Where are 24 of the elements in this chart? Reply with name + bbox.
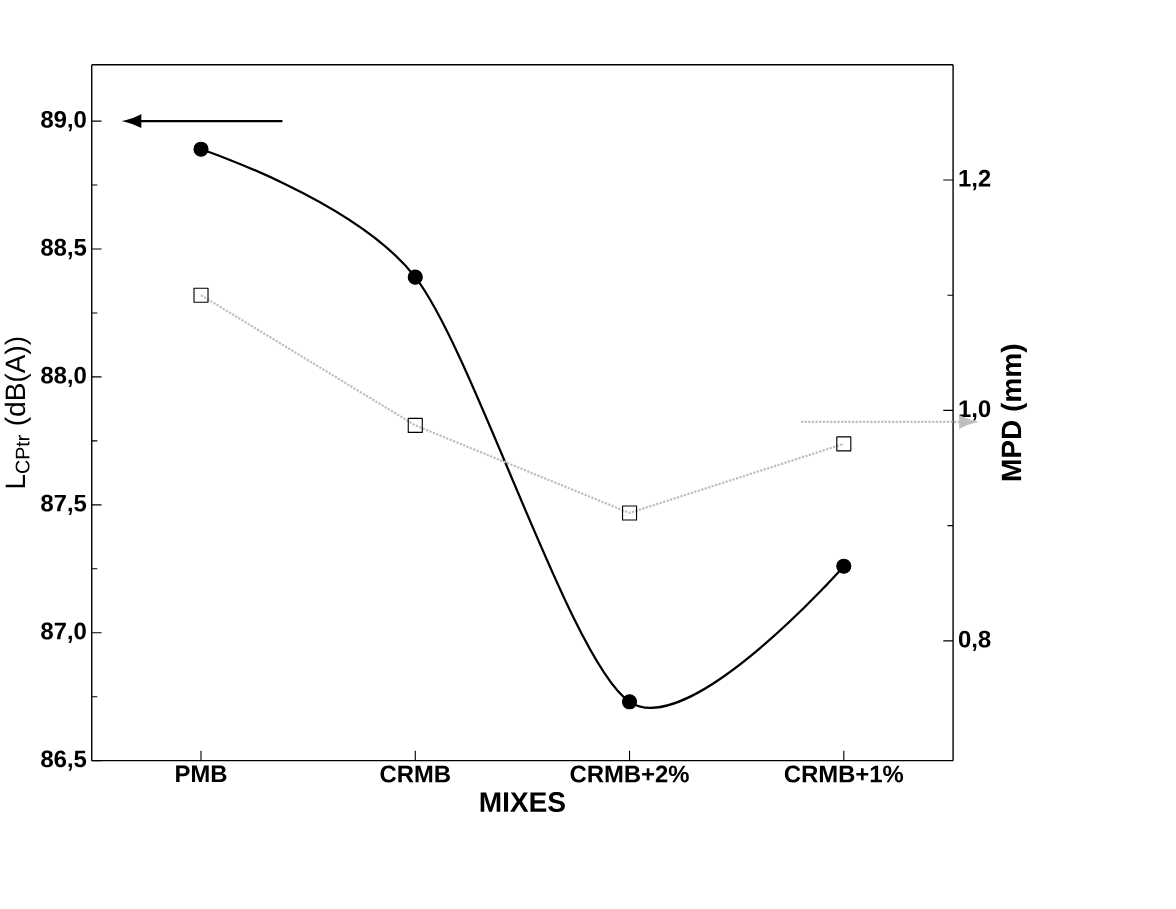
y-axis-title: L$_{CPtr}$ (dB(A)) [4, 337, 31, 488]
y-tick-label: 89,0 [41, 110, 86, 132]
x-axis-title: MIXES [480, 792, 565, 812]
point [836, 558, 852, 574]
y2-tick-label: 0,8 [958, 630, 991, 651]
point [407, 417, 423, 433]
y2-tick-label: 1,0 [959, 400, 991, 421]
y-tick-label: 87,5 [41, 494, 87, 515]
y-tick-label: 88,5 [41, 238, 87, 260]
x-tick-label: CRMB+1% [784, 765, 904, 783]
y-tick-label: 87,0 [41, 622, 86, 643]
point [836, 436, 852, 452]
x-tick-label: CRMB+2% [570, 765, 689, 783]
x-tick-label: CRMB [380, 765, 450, 783]
y2-axis-title: MPD (mm) [1000, 344, 1027, 481]
y2-tick-label: 1,2 [959, 169, 991, 191]
point [193, 287, 209, 303]
point [407, 269, 423, 285]
x-tick-label: PMB [176, 765, 227, 782]
y-tick-label: 88,0 [41, 366, 86, 387]
point [193, 141, 209, 157]
point [621, 694, 638, 710]
point [621, 505, 638, 521]
y-tick-label: 86,5 [41, 750, 87, 771]
